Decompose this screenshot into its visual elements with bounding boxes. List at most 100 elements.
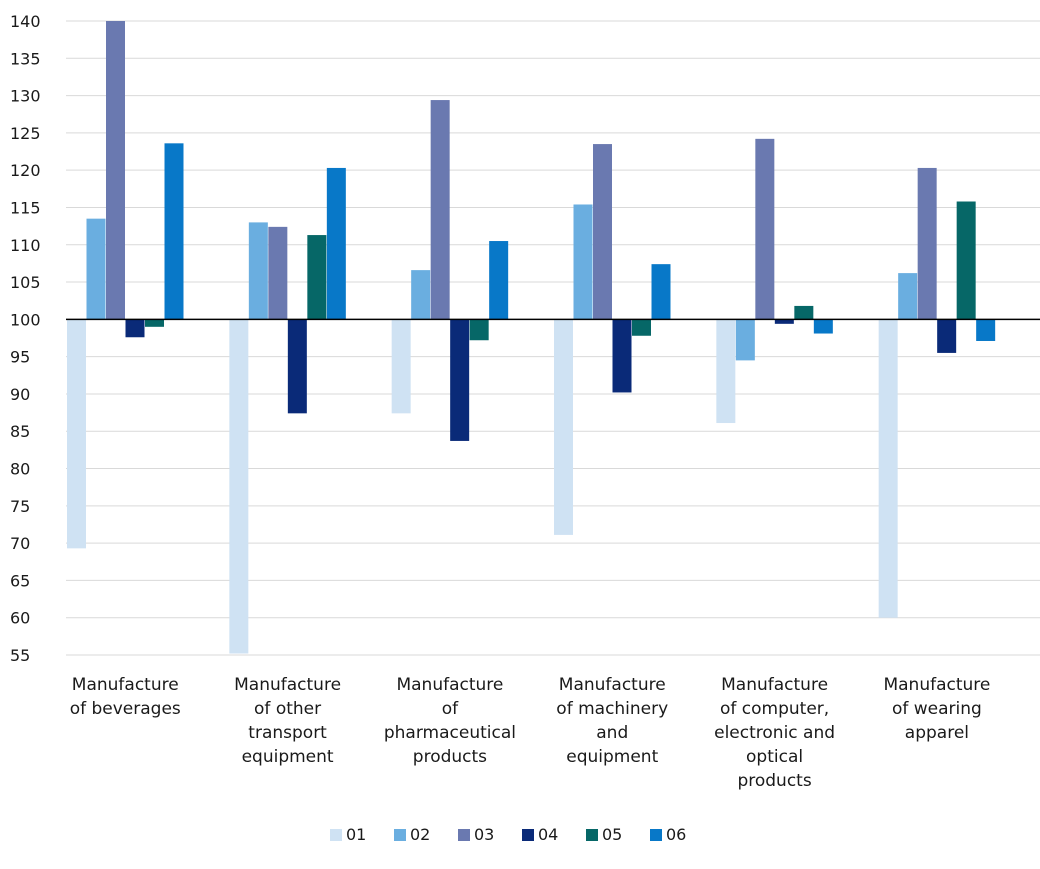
bar-03	[593, 144, 612, 320]
legend-swatch-04	[522, 829, 534, 841]
category-label-line: of computer,	[720, 699, 829, 719]
category-label-line: Manufacture	[72, 675, 179, 695]
bar-06	[164, 143, 184, 320]
category-label: Manufacture of beverages	[70, 675, 181, 719]
category-label-line: equipment	[566, 747, 658, 767]
legend-swatch-06	[650, 829, 662, 841]
category-label-line: Manufacture	[883, 675, 990, 695]
bar-05	[956, 201, 976, 320]
gridlines	[66, 20, 1040, 656]
legend-label-03: 03	[474, 825, 494, 844]
category-label-line: Manufacture	[721, 675, 828, 695]
y-tick-label: 55	[10, 646, 30, 665]
y-tick-label: 140	[10, 12, 41, 31]
bar-03	[755, 138, 775, 320]
legend-swatch-03	[458, 829, 470, 841]
bar-05	[794, 305, 814, 320]
y-tick-label: 110	[10, 236, 41, 255]
bar-01	[67, 319, 86, 549]
category-label-line: transport	[248, 723, 327, 743]
bar-01	[878, 319, 898, 618]
category-label: Manufacture of computer, electronic and opt…	[714, 675, 835, 791]
category-label-line: of wearing	[892, 699, 982, 719]
bar-03	[106, 21, 125, 320]
legend-label-02: 02	[410, 825, 430, 844]
bar-06	[489, 241, 509, 320]
category-label-line: optical	[746, 747, 803, 767]
bar-05	[307, 235, 327, 320]
bar-02	[248, 222, 268, 320]
y-tick-label: 80	[10, 460, 30, 479]
bar-04	[937, 319, 957, 353]
category-label-line: products	[737, 771, 811, 791]
bar-06	[326, 167, 346, 320]
bar-04	[612, 319, 632, 393]
category-label-line: Manufacture	[234, 675, 341, 695]
y-tick-label: 100	[10, 310, 41, 329]
bar-02	[573, 204, 593, 320]
bar-04	[287, 319, 307, 414]
bars	[67, 21, 996, 654]
y-axis-ticks: 55 60 65 70 75 80 85 90 95 100 105 110 115 120 125 130 1…	[10, 12, 41, 665]
legend-label-04: 04	[538, 825, 558, 844]
category-label: Manufacture of pharmaceutical products	[384, 675, 516, 767]
category-label-line: electronic and	[714, 723, 835, 743]
y-tick-label: 75	[10, 497, 30, 516]
y-tick-label: 70	[10, 534, 30, 553]
y-tick-label: 130	[10, 87, 41, 106]
y-tick-label: 95	[10, 348, 30, 367]
y-tick-label: 120	[10, 161, 41, 180]
category-label-line: of other	[254, 699, 321, 719]
y-tick-label: 105	[10, 273, 41, 292]
bar-06	[976, 319, 996, 341]
y-tick-label: 125	[10, 124, 41, 143]
bar-01	[391, 319, 411, 414]
bar-04	[450, 319, 470, 441]
y-tick-label: 65	[10, 571, 30, 590]
bar-06	[651, 264, 671, 320]
legend-swatch-02	[394, 829, 406, 841]
bar-02	[411, 270, 431, 320]
bar-02	[735, 319, 755, 361]
bar-01	[229, 319, 249, 654]
bar-04	[125, 319, 145, 338]
category-label-line: Manufacture	[559, 675, 666, 695]
category-label-line: Manufacture	[396, 675, 503, 695]
category-label-line: of machinery	[556, 699, 668, 719]
category-label-line: products	[413, 747, 487, 767]
y-tick-label: 60	[10, 609, 30, 628]
legend-label-01: 01	[346, 825, 366, 844]
category-label-line: of	[442, 699, 459, 719]
category-label-line: equipment	[242, 747, 334, 767]
bar-03	[268, 226, 288, 320]
y-tick-label: 115	[10, 198, 41, 217]
legend-label-05: 05	[602, 825, 622, 844]
bar-03	[430, 100, 450, 320]
category-label: Manufacture of machinery and equipment	[556, 675, 668, 767]
bar-06	[813, 319, 833, 334]
y-tick-label: 90	[10, 385, 30, 404]
category-label: Manufacture of wearing apparel	[883, 675, 990, 743]
category-label-line: apparel	[905, 723, 969, 743]
bar-05	[145, 319, 164, 327]
bar-03	[917, 167, 937, 320]
category-label-line: and	[596, 723, 628, 743]
y-tick-label: 85	[10, 422, 30, 441]
bar-04	[774, 319, 794, 324]
category-label-line: of beverages	[70, 699, 181, 719]
legend-swatch-05	[586, 829, 598, 841]
y-tick-label: 135	[10, 49, 41, 68]
bar-05	[632, 319, 651, 336]
bar-02	[898, 273, 918, 320]
legend: 01 02 03 04 05 06	[330, 825, 686, 844]
bar-01	[716, 319, 736, 424]
category-labels: Manufacture of beverages Manufacture of oth…	[70, 675, 991, 791]
bar-01	[554, 319, 573, 535]
bar-02	[86, 218, 106, 320]
category-label-line: pharmaceutical	[384, 723, 516, 743]
legend-swatch-01	[330, 829, 342, 841]
bar-05	[469, 319, 489, 341]
legend-label-06: 06	[666, 825, 686, 844]
category-label: Manufacture of other transport equipment	[234, 675, 341, 767]
